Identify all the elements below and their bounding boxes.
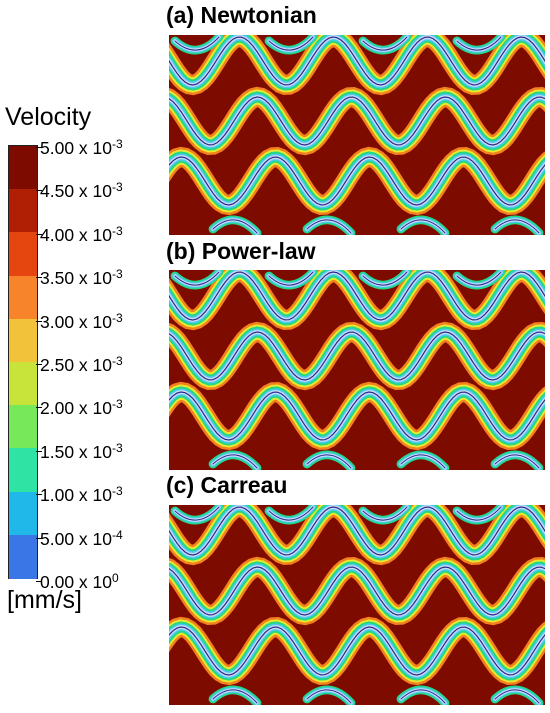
- crescent-inclusion: [212, 689, 258, 704]
- crescent-inclusion: [362, 506, 408, 521]
- colorbar-tick: 0.00 x 100: [36, 571, 119, 592]
- flow-channel: [169, 271, 545, 321]
- velocity-colorbar: [8, 145, 38, 579]
- colorbar-tick: 1.00 x 10-3: [36, 484, 123, 505]
- colorbar-tick: 4.50 x 10-3: [36, 180, 123, 201]
- colorbar-segment-4: [9, 275, 37, 320]
- velocity-field-svg: [169, 35, 545, 235]
- flow-channel: [169, 626, 545, 676]
- colorbar-segment-6: [9, 362, 37, 407]
- colorbar-segment-9: [9, 491, 37, 536]
- velocity-field-carreau: [169, 505, 545, 705]
- crescent-inclusion: [494, 219, 540, 234]
- crescent-inclusion: [456, 36, 502, 51]
- colorbar-segment-10: [9, 534, 37, 579]
- flow-channel: [169, 36, 545, 86]
- panel-title-carreau: (c) Carreau: [166, 472, 288, 498]
- colorbar-tick: 4.00 x 10-3: [36, 224, 123, 245]
- colorbar-tick: 3.50 x 10-3: [36, 267, 123, 288]
- colorbar-segment-7: [9, 405, 37, 450]
- crescent-inclusion: [268, 36, 314, 51]
- colorbar-segment-2: [9, 189, 37, 234]
- velocity-field-newtonian: [169, 35, 545, 235]
- panel-title-power-law: (b) Power-law: [166, 238, 316, 264]
- colorbar-tick: 5.00 x 10-4: [36, 528, 123, 549]
- colorbar-tick: 2.00 x 10-3: [36, 397, 123, 418]
- crescent-inclusion: [306, 454, 352, 469]
- colorbar-tick: 1.50 x 10-3: [36, 441, 123, 462]
- crescent-inclusion: [494, 689, 540, 704]
- crescent-inclusion: [362, 36, 408, 51]
- colorbar-tick: 3.00 x 10-3: [36, 311, 123, 332]
- crescent-inclusion: [268, 506, 314, 521]
- crescent-inclusion: [306, 689, 352, 704]
- crescent-inclusion: [456, 271, 502, 286]
- panel-title-newtonian: (a) Newtonian: [166, 2, 317, 28]
- crescent-inclusion: [362, 271, 408, 286]
- crescent-inclusion: [212, 219, 258, 234]
- colorbar-segment-3: [9, 232, 37, 277]
- velocity-field-svg: [169, 505, 545, 705]
- flow-channel: [169, 566, 545, 616]
- crescent-inclusion: [400, 454, 446, 469]
- flow-channel: [169, 331, 545, 381]
- crescent-inclusion: [174, 271, 220, 286]
- crescent-inclusion: [212, 454, 258, 469]
- flow-channel: [169, 506, 545, 556]
- crescent-inclusion: [400, 689, 446, 704]
- velocity-field-svg: [169, 270, 545, 470]
- crescent-inclusion: [306, 219, 352, 234]
- crescent-inclusion: [268, 271, 314, 286]
- crescent-inclusion: [456, 506, 502, 521]
- colorbar-segment-8: [9, 448, 37, 493]
- crescent-inclusion: [400, 219, 446, 234]
- flow-channel: [169, 391, 545, 441]
- colorbar-tick: 5.00 x 10-3: [36, 137, 123, 158]
- flow-channel: [169, 96, 545, 146]
- colorbar-segment-1: [9, 146, 37, 191]
- legend-title: Velocity: [5, 103, 92, 131]
- crescent-inclusion: [174, 506, 220, 521]
- colorbar-tick: 2.50 x 10-3: [36, 354, 123, 375]
- legend-unit: [mm/s]: [7, 586, 82, 614]
- colorbar-segment-5: [9, 318, 37, 363]
- flow-channel: [169, 156, 545, 206]
- velocity-field-power-law: [169, 270, 545, 470]
- crescent-inclusion: [494, 454, 540, 469]
- crescent-inclusion: [174, 36, 220, 51]
